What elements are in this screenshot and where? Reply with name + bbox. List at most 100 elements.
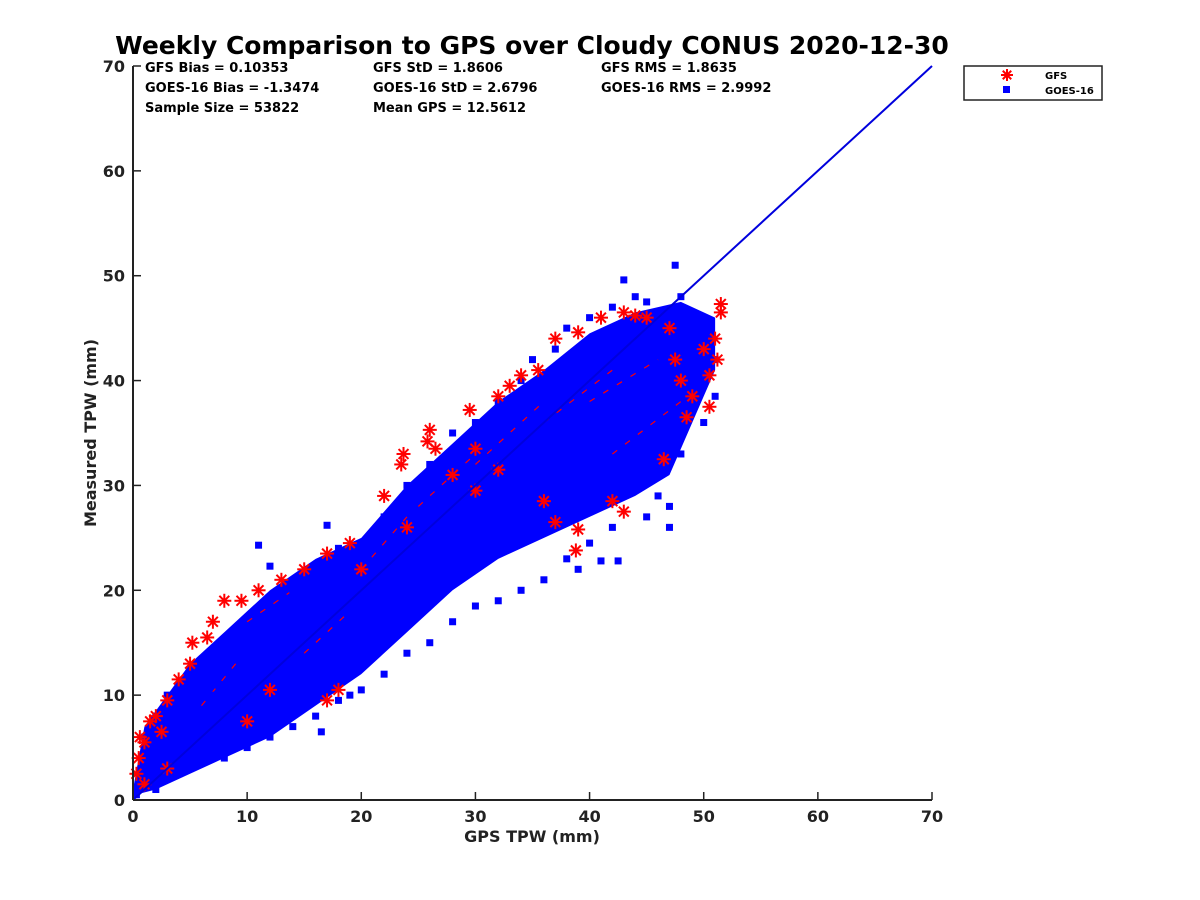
goes-point	[631, 460, 639, 468]
gfs-point	[571, 325, 586, 340]
goes-point	[323, 521, 331, 529]
x-tick-label: 70	[921, 807, 943, 826]
goes-point	[197, 759, 205, 767]
y-tick-label: 10	[103, 686, 125, 705]
gfs-point	[616, 305, 631, 320]
stat-goes-rms: GOES-16 RMS = 2.9992	[601, 81, 771, 96]
goes-density-region	[133, 301, 716, 795]
goes-point	[563, 555, 571, 563]
goes-point	[380, 670, 388, 678]
goes-point	[665, 502, 673, 510]
gfs-point	[185, 635, 200, 650]
x-tick-label: 50	[693, 807, 715, 826]
goes-point	[449, 429, 457, 437]
gfs-point	[668, 352, 683, 367]
goes-point	[711, 392, 719, 400]
goes-point	[586, 508, 594, 516]
gfs-point	[628, 308, 643, 323]
x-tick-label: 10	[236, 807, 258, 826]
gfs-point	[656, 452, 671, 467]
goes-point	[597, 557, 605, 565]
gfs-point	[274, 572, 289, 587]
gfs-point	[394, 457, 409, 472]
gfs-point	[422, 422, 437, 437]
data-points	[129, 261, 728, 799]
legend-box	[963, 65, 1103, 101]
gfs-point	[662, 321, 677, 336]
gfs-point	[131, 751, 146, 766]
goes-point	[289, 586, 297, 594]
gfs-point	[702, 368, 717, 383]
gfs-point	[205, 614, 220, 629]
gfs-point	[708, 331, 723, 346]
y-tick-label: 30	[103, 476, 125, 495]
gfs-point	[593, 310, 608, 325]
goes-point	[317, 728, 325, 736]
y-tick-label: 70	[103, 57, 125, 76]
goes-point	[243, 744, 251, 752]
one-to-one-line	[132, 65, 933, 801]
goes-point	[700, 335, 708, 343]
legend-gfs-marker	[1001, 69, 1013, 81]
y-tick-label: 40	[103, 372, 125, 391]
goes-point	[132, 791, 140, 799]
y-tick-label: 60	[103, 162, 125, 181]
goes-point	[654, 492, 662, 500]
y-tick-label: 50	[103, 267, 125, 286]
gfs-point	[696, 342, 711, 357]
x-tick-label: 0	[127, 807, 138, 826]
point-cloud	[133, 301, 716, 795]
gfs-point	[514, 368, 529, 383]
gfs-point	[320, 693, 335, 708]
gfs-point	[445, 467, 460, 482]
legend-goes-label: GOES-16	[1045, 86, 1094, 97]
stat-gfs-bias: GFS Bias = 0.10353	[145, 61, 288, 76]
goes-point	[671, 261, 679, 269]
goes-point	[357, 555, 365, 563]
goes-point	[312, 712, 320, 720]
goes-point	[608, 523, 616, 531]
goes-point	[608, 303, 616, 311]
goes-point	[312, 565, 320, 573]
goes-point	[449, 618, 457, 626]
stats-block: GFS Bias = 0.10353 GFS StD = 1.8606 GFS …	[145, 61, 771, 116]
gfs-point	[171, 672, 186, 687]
gfs-density-streak	[589, 359, 659, 403]
legend-goes-marker	[1003, 86, 1010, 93]
goes-point	[334, 544, 342, 552]
y-tick-label: 20	[103, 581, 125, 600]
y-ticks: 0 10 20 30 40 50 60 70	[103, 57, 141, 810]
gfs-point	[399, 520, 414, 535]
gfs-point	[605, 494, 620, 509]
goes-point	[665, 523, 673, 531]
gfs-point	[531, 363, 546, 378]
gfs-point	[396, 446, 411, 461]
goes-point	[220, 660, 228, 668]
goes-point	[586, 314, 594, 322]
gfs-point	[536, 494, 551, 509]
goes-point	[357, 686, 365, 694]
goes-point	[403, 481, 411, 489]
goes-point	[175, 770, 183, 778]
goes-point	[688, 314, 696, 322]
goes-point	[540, 576, 548, 584]
goes-point	[494, 597, 502, 605]
gfs-point	[217, 593, 232, 608]
goes-point	[529, 356, 536, 364]
gfs-point	[137, 735, 152, 750]
stat-gfs-std: GFS StD = 1.8606	[373, 61, 503, 76]
x-tick-label: 60	[807, 807, 829, 826]
x-tick-label: 30	[464, 807, 486, 826]
goes-point	[586, 539, 594, 547]
stat-gfs-rms: GFS RMS = 1.8635	[601, 61, 737, 76]
gfs-point	[154, 724, 169, 739]
gfs-point	[685, 389, 700, 404]
goes-point	[334, 696, 342, 704]
goes-point	[614, 557, 622, 565]
gfs-point	[200, 630, 215, 645]
gfs-point	[183, 656, 198, 671]
gfs-point	[468, 441, 483, 456]
goes-point	[346, 691, 354, 699]
stat-sample-size: Sample Size = 53822	[145, 101, 299, 116]
gfs-point	[234, 593, 249, 608]
